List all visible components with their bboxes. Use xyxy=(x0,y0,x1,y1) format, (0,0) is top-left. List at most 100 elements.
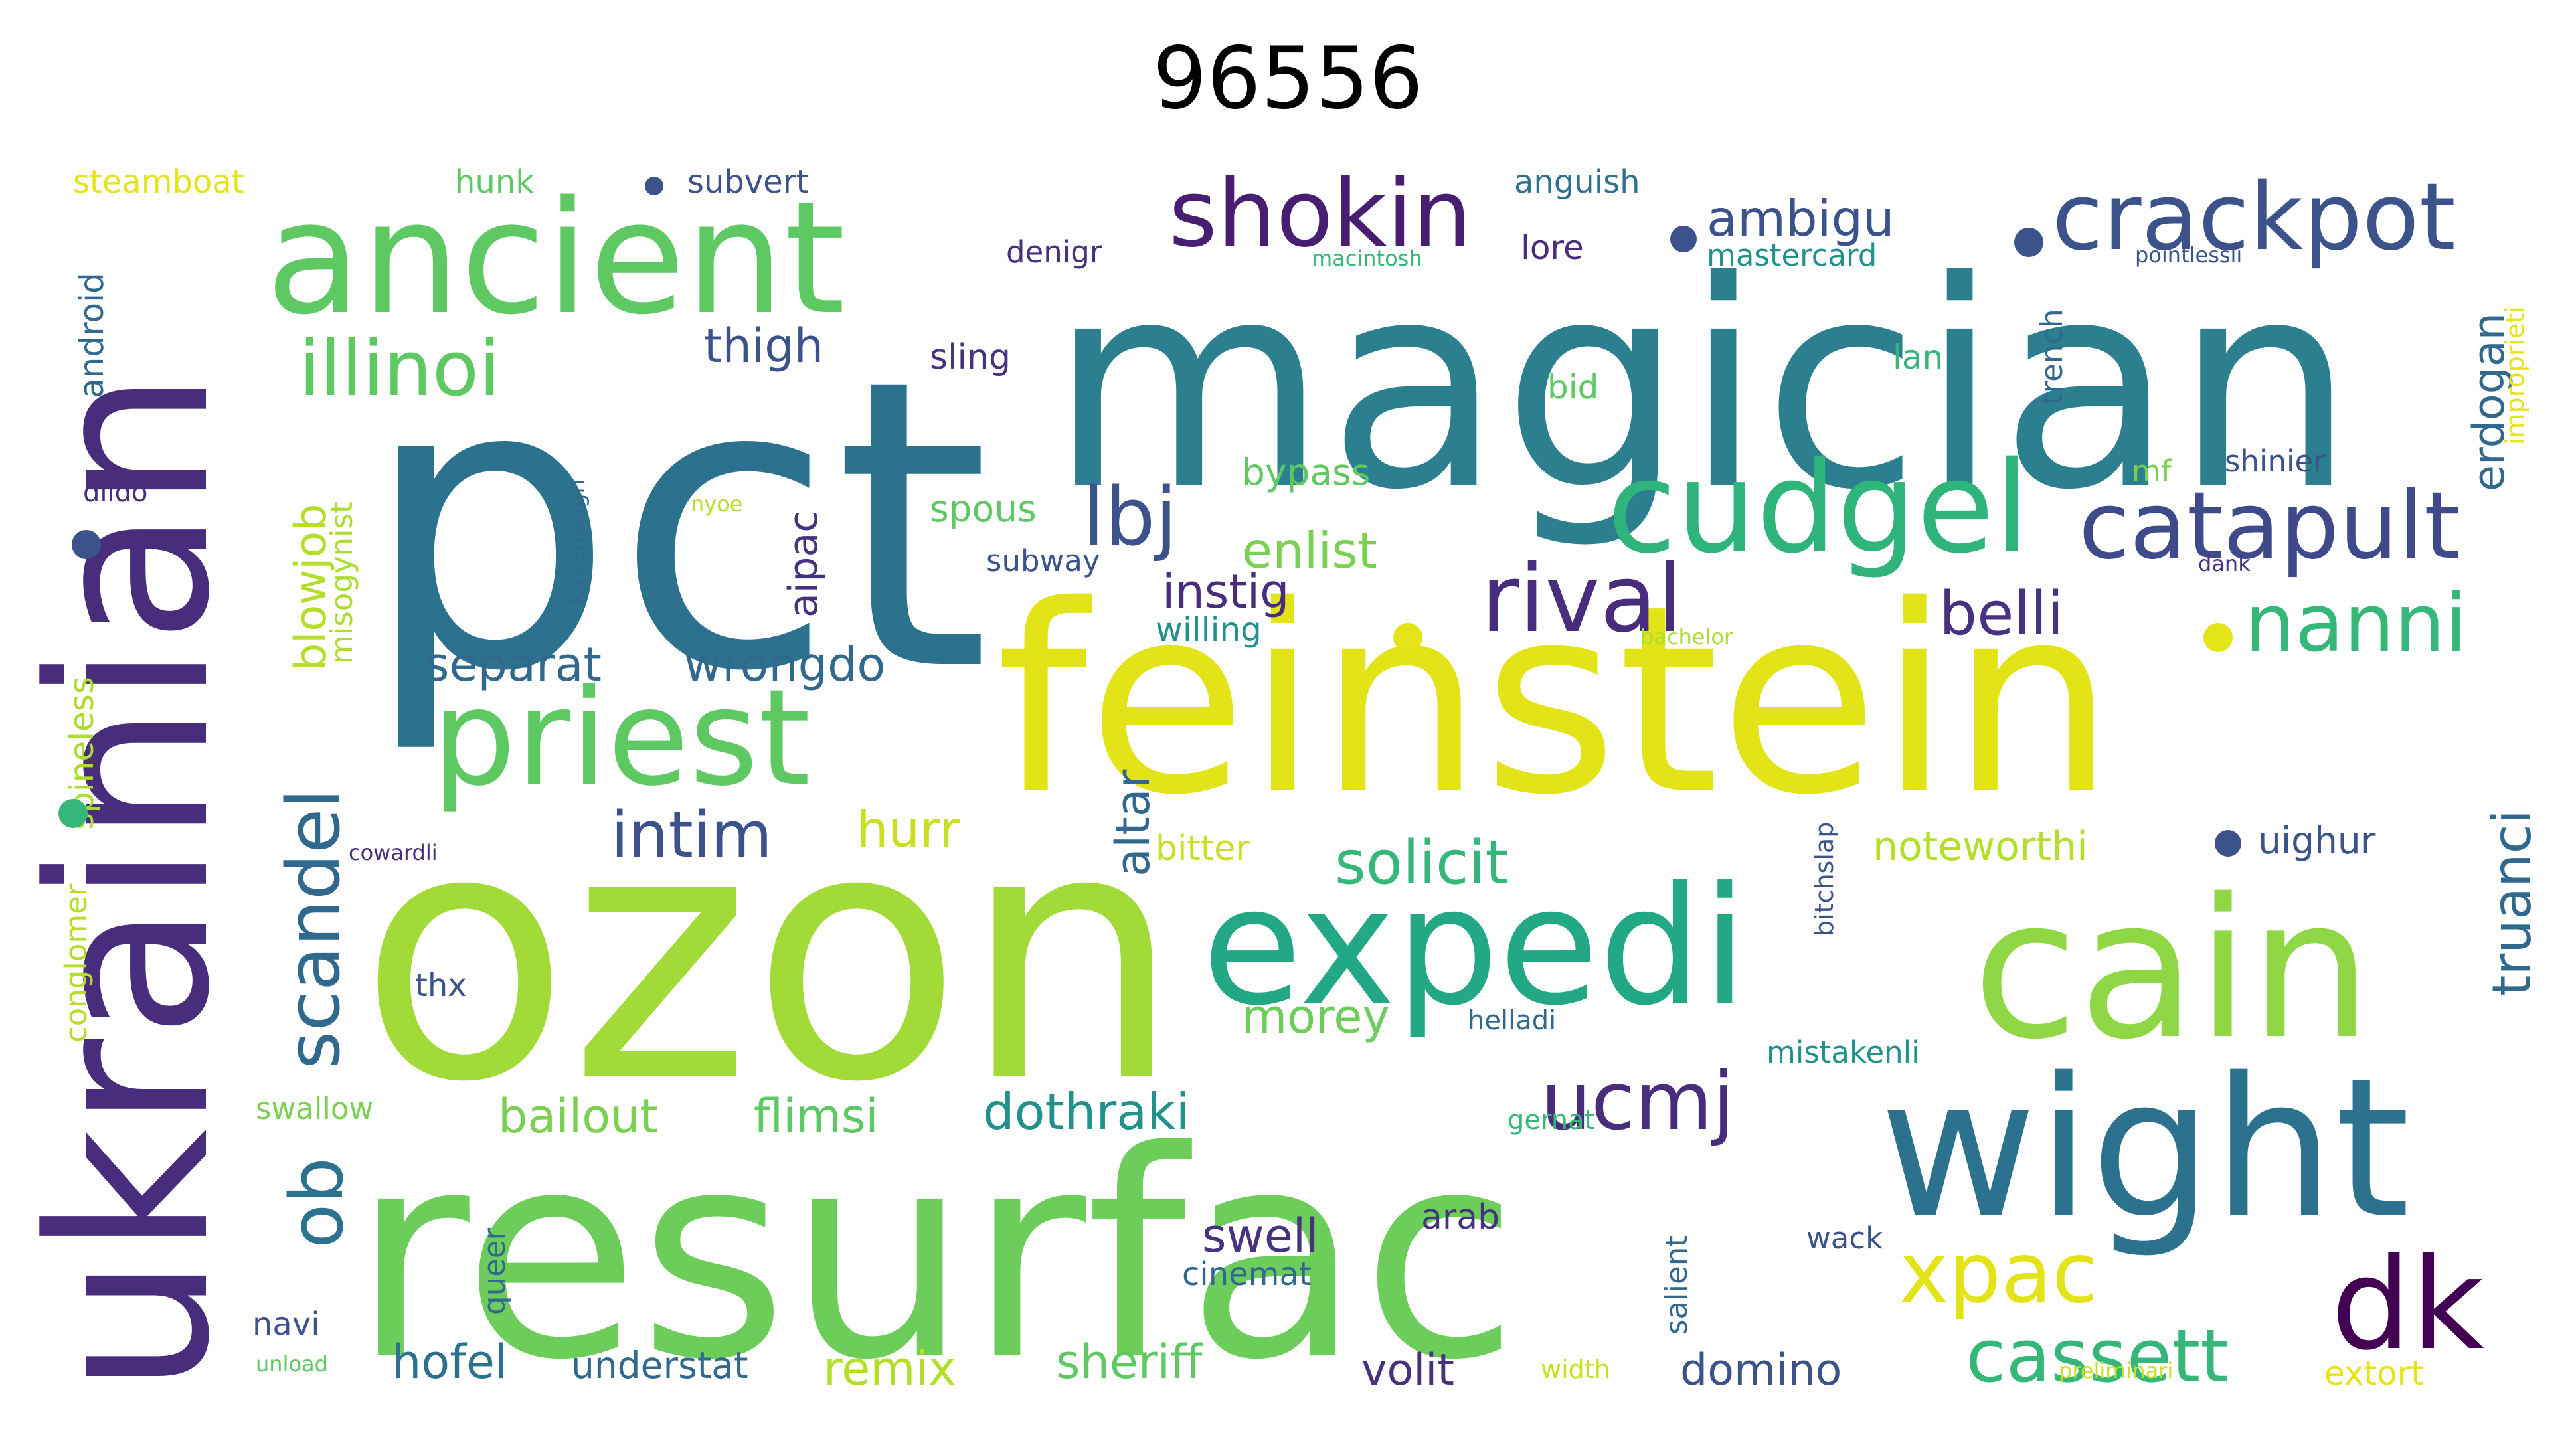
cloud-word-steamboat: steamboat xyxy=(73,163,244,201)
cloud-word-mf: mf xyxy=(2132,454,2172,489)
cloud-dot xyxy=(58,799,88,828)
cloud-word-wight: wight xyxy=(1879,1037,2410,1261)
cloud-word-instig: instig xyxy=(1162,564,1290,619)
cloud-word-swallow: swallow xyxy=(256,1091,373,1126)
cloud-word-thx: thx xyxy=(415,967,467,1004)
cloud-word-misogynist: misogynist xyxy=(324,501,359,664)
cloud-word-truanci: truanci xyxy=(2481,810,2543,996)
cloud-word-feinstein: feinstein xyxy=(996,550,2114,851)
cloud-word-blowjob: blowjob xyxy=(286,504,336,671)
cloud-word-hurr: hurr xyxy=(857,800,960,859)
cloud-dot xyxy=(72,530,101,559)
cloud-word-dank: dank xyxy=(2198,551,2251,576)
cloud-word-crackpot: crackpot xyxy=(2052,163,2456,272)
cloud-word-wack: wack xyxy=(1806,1221,1883,1256)
cloud-word-ukrainian: ukrainian xyxy=(3,371,258,1395)
cloud-word-spous: spous xyxy=(930,487,1037,530)
cloud-title: 96556 xyxy=(1152,29,1424,128)
cloud-word-expedi: expedi xyxy=(1202,852,1747,1041)
cloud-dot xyxy=(2014,228,2043,257)
cloud-word-bachelor: bachelor xyxy=(1640,624,1733,649)
cloud-word-scandel: scandel xyxy=(271,788,356,1069)
cloud-word-bid: bid xyxy=(1547,368,1598,406)
cloud-word-conglomer: conglomer xyxy=(58,883,94,1043)
cloud-word-separat: separat xyxy=(425,638,602,692)
cloud-word-nyoe: nyoe xyxy=(691,491,742,517)
cloud-word-aipac: aipac xyxy=(780,511,827,618)
cloud-word-ob: ob xyxy=(274,1157,359,1248)
cloud-word-resurfac: resurfac xyxy=(352,1090,1519,1422)
cloud-word-preliminari: preliminari xyxy=(2059,1358,2173,1383)
cloud-word-ucmj: ucmj xyxy=(1541,1056,1735,1148)
cloud-word-pointlessli: pointlessli xyxy=(2135,242,2242,268)
cloud-word-altar: altar xyxy=(1106,769,1160,877)
cloud-word-sheriff: sheriff xyxy=(1056,1335,1203,1389)
cloud-word-rival: rival xyxy=(1481,545,1683,653)
cloud-word-xpac: xpac xyxy=(1899,1225,2098,1322)
cloud-word-priest: priest xyxy=(432,661,810,815)
cloud-word-swell: swell xyxy=(1202,1209,1319,1263)
cloud-word-willing: willing xyxy=(1156,610,1262,649)
cloud-word-intim: intim xyxy=(611,799,772,872)
cloud-word-trench: trench xyxy=(2034,309,2069,405)
cloud-word-domino: domino xyxy=(1680,1345,1842,1395)
cloud-word-width: width xyxy=(1541,1355,1610,1384)
cloud-word-lan: lan xyxy=(1893,338,1943,377)
cloud-word-shokin: shokin xyxy=(1169,160,1472,268)
cloud-word-extort: extort xyxy=(2324,1354,2424,1393)
cloud-word-thigh: thigh xyxy=(704,319,823,373)
cloud-word-unload: unload xyxy=(256,1351,328,1377)
cloud-word-cain: cain xyxy=(1972,858,2372,1082)
cloud-word-mistakenli: mistakenli xyxy=(1766,1035,1920,1070)
cloud-word-cassett: cassett xyxy=(1966,1314,2229,1399)
cloud-word-anguish: anguish xyxy=(1514,163,1640,201)
cloud-word-macintosh: macintosh xyxy=(1312,246,1422,271)
cloud-word-catapult: catapult xyxy=(2079,472,2460,580)
cloud-word-hunk: hunk xyxy=(455,163,534,201)
cloud-word-erdogan: erdogan xyxy=(2464,313,2514,491)
cloud-word-noteworthi: noteworthi xyxy=(1873,823,2088,870)
cloud-word-nanni: nanni xyxy=(2245,578,2467,670)
cloud-word-remix: remix xyxy=(823,1341,956,1396)
cloud-word-bitchslap: bitchslap xyxy=(1810,822,1839,936)
cloud-word-dildo: dildo xyxy=(83,477,147,508)
cloud-word-pct: pct xyxy=(362,294,990,758)
cloud-word-cinemat: cinemat xyxy=(1182,1256,1312,1293)
cloud-word-morey: morey xyxy=(1242,989,1390,1044)
cloud-word-navi: navi xyxy=(252,1306,320,1343)
cloud-word-solicit: solicit xyxy=(1335,828,1509,898)
cloud-word-subvert: subvert xyxy=(687,163,808,201)
cloud-word-sling: sling xyxy=(930,337,1011,377)
cloud-word-wrongdo: wrongdo xyxy=(684,638,885,692)
cloud-word-android: android xyxy=(72,272,111,398)
cloud-word-enlist: enlist xyxy=(1242,521,1377,580)
cloud-word-denigr: denigr xyxy=(1006,234,1102,270)
cloud-word-understat: understat xyxy=(571,1344,748,1387)
cloud-word-volit: volit xyxy=(1361,1345,1454,1395)
cloud-word-gernat: gernat xyxy=(1507,1105,1594,1136)
cloud-dot xyxy=(2203,623,2233,652)
cloud-word-belli: belli xyxy=(1939,579,2064,649)
cloud-word-queer: queer xyxy=(477,1228,512,1315)
cloud-word-mastercard: mastercard xyxy=(1707,238,1877,273)
cloud-word-illinoi: illinoi xyxy=(299,325,500,414)
cloud-dot xyxy=(1393,623,1422,652)
cloud-word-dk: dk xyxy=(2331,1231,2484,1378)
cloud-word-lbj: lbj xyxy=(1082,471,1177,564)
cloud-word-shinier: shinier xyxy=(2225,444,2326,479)
cloud-word-arab: arab xyxy=(1421,1197,1500,1237)
cloud-word-cudgel: cudgel xyxy=(1607,434,2029,581)
cloud-dot xyxy=(645,177,663,195)
cloud-word-bypass: bypass xyxy=(1242,451,1370,493)
cloud-dot xyxy=(2215,830,2241,857)
cloud-word-hofel: hofel xyxy=(392,1335,507,1389)
cloud-word-improprieti: improprieti xyxy=(2500,306,2530,445)
cloud-word-magician: magician xyxy=(1049,220,2356,553)
cloud-word-salient: salient xyxy=(1659,1235,1694,1335)
cloud-word-flimsi: flimsi xyxy=(754,1089,879,1144)
cloud-word-kavanaugh: kavanaugh xyxy=(564,479,590,604)
cloud-word-subway: subway xyxy=(986,543,1100,578)
cloud-word-bailout: bailout xyxy=(498,1089,658,1144)
cloud-word-helladi: helladi xyxy=(1468,1005,1556,1036)
